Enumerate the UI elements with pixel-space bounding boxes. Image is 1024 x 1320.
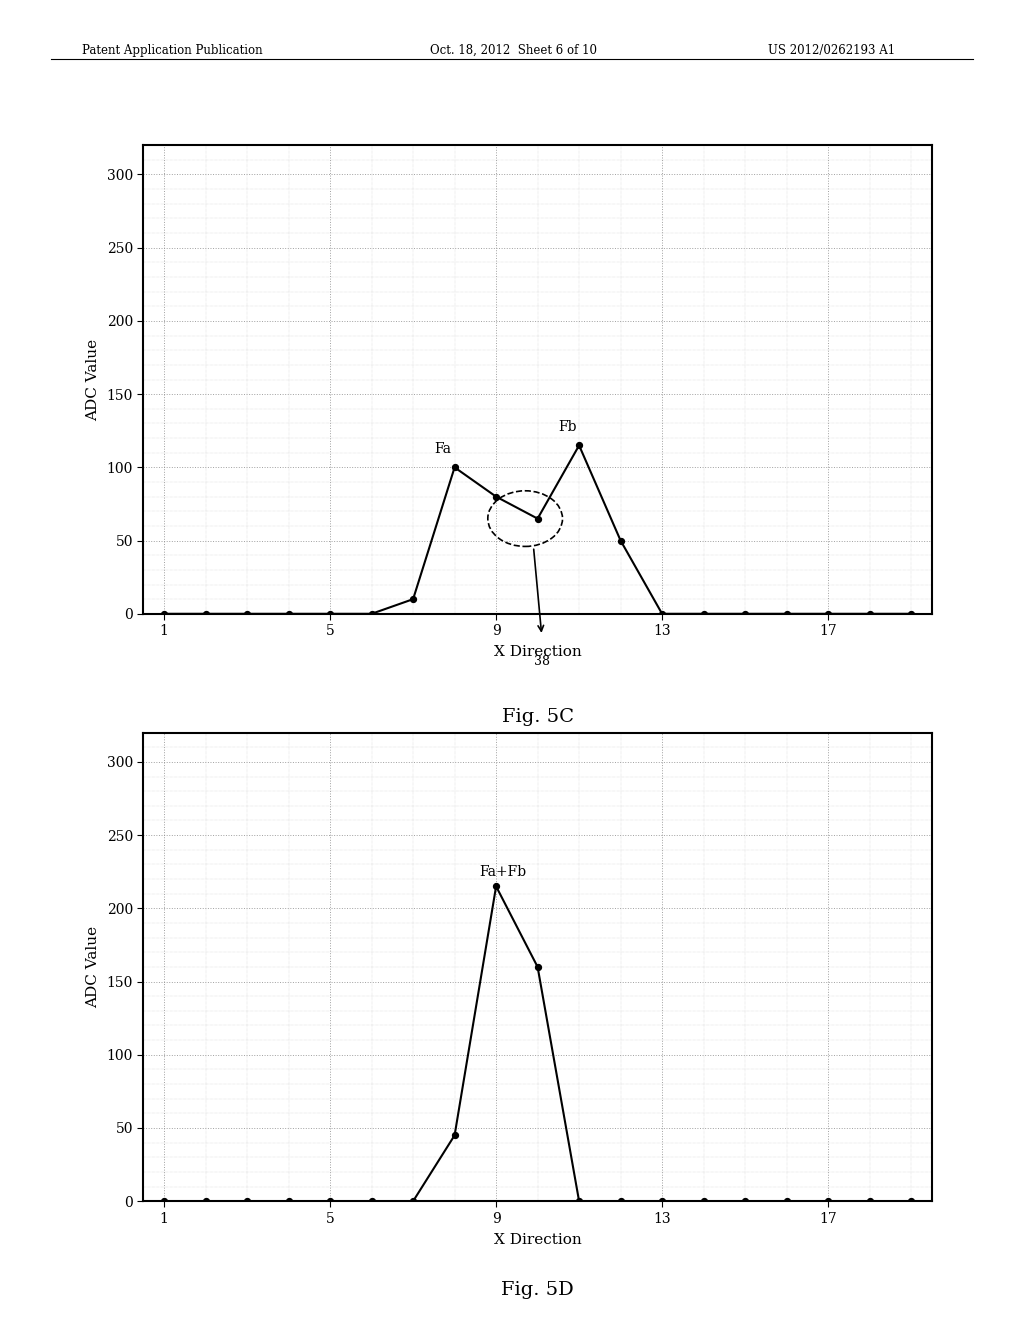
X-axis label: X Direction: X Direction	[494, 1233, 582, 1246]
Point	[695, 603, 712, 624]
X-axis label: X Direction: X Direction	[494, 645, 582, 659]
Text: US 2012/0262193 A1: US 2012/0262193 A1	[768, 44, 895, 57]
Point	[156, 1191, 172, 1212]
Point	[903, 603, 920, 624]
Point	[322, 1191, 338, 1212]
Point	[404, 1191, 421, 1212]
Point	[446, 457, 463, 478]
Point	[571, 1191, 588, 1212]
Y-axis label: ADC Value: ADC Value	[86, 925, 99, 1008]
Point	[695, 1191, 712, 1212]
Point	[612, 531, 629, 552]
Point	[654, 603, 671, 624]
Point	[198, 603, 214, 624]
Point	[778, 603, 795, 624]
Point	[654, 1191, 671, 1212]
Text: Fig. 5D: Fig. 5D	[501, 1280, 574, 1299]
Point	[364, 1191, 380, 1212]
Point	[281, 1191, 297, 1212]
Y-axis label: ADC Value: ADC Value	[86, 338, 99, 421]
Point	[487, 486, 504, 507]
Point	[446, 1125, 463, 1146]
Point	[571, 434, 588, 455]
Point	[322, 603, 338, 624]
Point	[487, 875, 504, 896]
Point	[198, 1191, 214, 1212]
Point	[778, 1191, 795, 1212]
Text: Patent Application Publication: Patent Application Publication	[82, 44, 262, 57]
Point	[281, 603, 297, 624]
Point	[239, 1191, 255, 1212]
Text: Fig. 5C: Fig. 5C	[502, 708, 573, 726]
Point	[737, 603, 754, 624]
Point	[737, 1191, 754, 1212]
Point	[529, 508, 546, 529]
Point	[903, 1191, 920, 1212]
Point	[529, 956, 546, 977]
Point	[239, 603, 255, 624]
Text: 38: 38	[534, 655, 550, 668]
Point	[820, 603, 837, 624]
Point	[364, 603, 380, 624]
Point	[820, 1191, 837, 1212]
Text: Oct. 18, 2012  Sheet 6 of 10: Oct. 18, 2012 Sheet 6 of 10	[430, 44, 597, 57]
Point	[861, 1191, 878, 1212]
Point	[612, 1191, 629, 1212]
Text: Fa: Fa	[434, 442, 451, 455]
Point	[861, 603, 878, 624]
Point	[404, 589, 421, 610]
Point	[156, 603, 172, 624]
Text: Fa+Fb: Fa+Fb	[479, 865, 526, 879]
Text: Fb: Fb	[558, 420, 577, 434]
